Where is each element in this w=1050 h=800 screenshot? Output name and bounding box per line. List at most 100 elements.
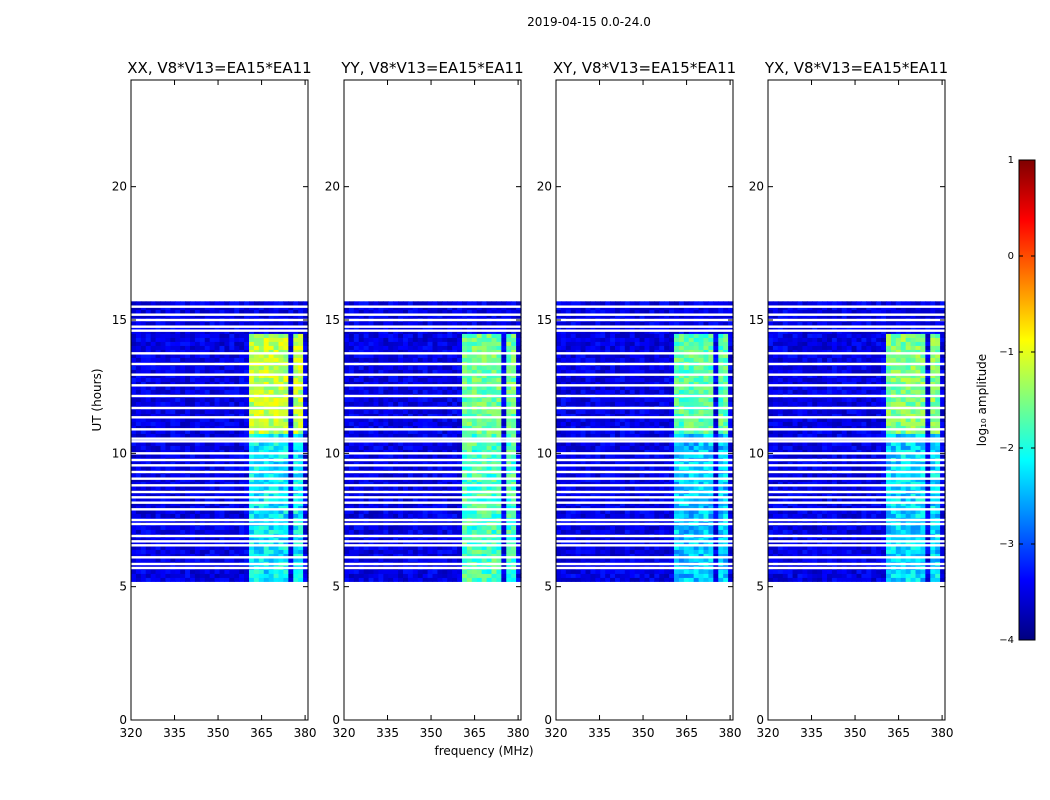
heatmap-cell	[209, 505, 216, 510]
heatmap-cell	[258, 549, 265, 554]
heatmap-cell	[462, 497, 468, 502]
heatmap-cell	[219, 453, 226, 458]
heatmap-cell	[209, 573, 216, 578]
heatmap-cell	[214, 465, 221, 470]
heatmap-cell	[388, 409, 394, 414]
heatmap-cell	[224, 365, 230, 370]
heatmap-cell	[506, 441, 512, 446]
heatmap-cell	[516, 401, 522, 406]
heatmap-cell	[457, 525, 463, 530]
heatmap-cell	[427, 381, 434, 386]
heatmap-cell	[378, 429, 384, 434]
heatmap-cell	[219, 357, 226, 362]
heatmap-cell	[486, 417, 493, 422]
heatmap-cell	[442, 401, 448, 406]
heatmap-cell	[407, 381, 414, 386]
heatmap-cell	[412, 569, 419, 574]
heatmap-cell	[506, 569, 512, 574]
heatmap-cell	[481, 353, 488, 358]
heatmap-cell	[422, 333, 429, 338]
heatmap-cell	[358, 473, 365, 478]
heatmap-cell	[190, 557, 196, 562]
heatmap-cell	[214, 425, 221, 430]
heatmap-cell	[145, 425, 152, 430]
heatmap-cell	[194, 381, 201, 386]
heatmap-cell	[249, 525, 255, 530]
heatmap-cell	[145, 449, 152, 454]
heatmap-cell	[476, 357, 483, 362]
heatmap-cell	[288, 573, 294, 578]
heatmap-cell	[273, 553, 280, 558]
heatmap-cell	[155, 401, 162, 406]
heatmap-cell	[398, 509, 404, 514]
heatmap-cell	[481, 485, 488, 490]
heatmap-cell	[175, 357, 181, 362]
heatmap-cell	[516, 513, 522, 518]
heatmap-cell	[486, 449, 493, 454]
heatmap-cell	[388, 577, 394, 582]
heatmap-cell	[417, 413, 424, 418]
heatmap-cell	[422, 537, 429, 542]
heatmap-cell	[501, 537, 507, 542]
heatmap-cell	[214, 333, 221, 338]
flagged-gap	[131, 562, 308, 566]
heatmap-cell	[383, 573, 389, 578]
heatmap-cell	[442, 505, 448, 510]
heatmap-cell	[278, 345, 285, 350]
heatmap-cell	[407, 341, 414, 346]
heatmap-cell	[368, 389, 375, 394]
heatmap-cell	[398, 449, 404, 454]
heatmap-cell	[383, 441, 389, 446]
heatmap-cell	[491, 345, 498, 350]
heatmap-cell	[253, 301, 260, 306]
heatmap-cell	[229, 537, 235, 542]
heatmap-cell	[278, 377, 285, 382]
heatmap-cell	[258, 345, 265, 350]
heatmap-cell	[427, 577, 434, 582]
heatmap-cell	[229, 377, 235, 382]
heatmap-cell	[263, 337, 270, 342]
heatmap-cell	[432, 569, 439, 574]
heatmap-cell	[209, 349, 216, 354]
heatmap-cell	[194, 505, 201, 510]
heatmap-cell	[258, 537, 265, 542]
heatmap-cell	[358, 545, 365, 550]
heatmap-cell	[506, 433, 512, 438]
heatmap-cell	[258, 421, 265, 426]
heatmap-cell	[348, 573, 355, 578]
heatmap-cell	[258, 309, 265, 314]
heatmap-cell	[393, 433, 399, 438]
heatmap-cell	[353, 577, 360, 582]
heatmap-cell	[516, 369, 522, 374]
heatmap-cell	[407, 569, 414, 574]
heatmap-cell	[422, 485, 429, 490]
heatmap-cell	[476, 413, 483, 418]
heatmap-cell	[249, 537, 255, 542]
heatmap-cell	[511, 481, 517, 486]
heatmap-cell	[234, 485, 240, 490]
heatmap-cell	[462, 401, 468, 406]
heatmap-cell	[249, 449, 255, 454]
heatmap-cell	[491, 545, 498, 550]
heatmap-cell	[422, 577, 429, 582]
heatmap-cell	[253, 309, 260, 314]
heatmap-cell	[204, 493, 211, 498]
heatmap-cell	[160, 497, 167, 502]
heatmap-cell	[378, 557, 384, 562]
heatmap-cell	[194, 421, 201, 426]
heatmap-cell	[427, 321, 434, 326]
heatmap-cell	[253, 513, 260, 518]
heatmap-cell	[249, 369, 255, 374]
heatmap-cell	[160, 473, 167, 478]
heatmap-cell	[194, 569, 201, 574]
heatmap-cell	[190, 541, 196, 546]
heatmap-cell	[278, 445, 285, 450]
heatmap-cell	[462, 417, 468, 422]
heatmap-cell	[511, 449, 517, 454]
heatmap-cell	[496, 525, 502, 530]
heatmap-cell	[344, 493, 350, 498]
heatmap-cell	[344, 449, 350, 454]
heatmap-cell	[491, 465, 498, 470]
heatmap-cell	[214, 549, 221, 554]
heatmap-cell	[145, 357, 152, 362]
